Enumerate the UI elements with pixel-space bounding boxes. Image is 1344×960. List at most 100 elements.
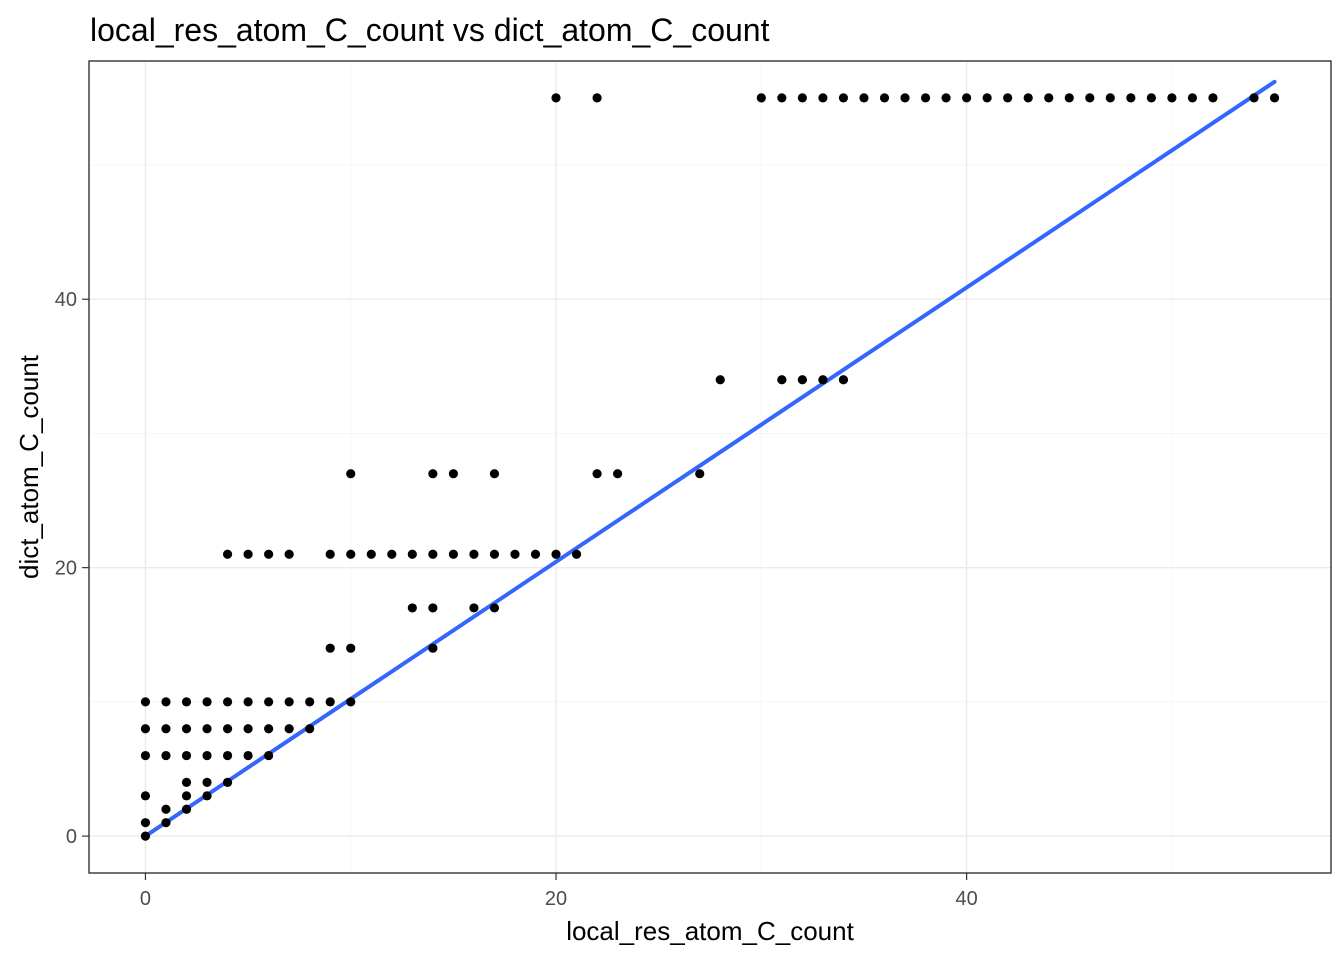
data-point	[264, 549, 274, 559]
data-point	[181, 697, 192, 707]
data-point	[469, 549, 479, 559]
data-point	[407, 549, 417, 559]
data-point	[879, 93, 890, 103]
data-point	[448, 469, 458, 479]
chart-title: local_res_atom_C_count vs dict_atom_C_co…	[90, 12, 770, 48]
data-point	[777, 375, 787, 385]
data-point	[161, 697, 171, 707]
y-tick-label: 0	[66, 826, 77, 848]
data-point	[264, 750, 274, 761]
data-point	[140, 818, 151, 828]
data-point	[202, 697, 212, 707]
data-point	[510, 549, 520, 559]
data-point	[140, 697, 151, 707]
data-point	[1064, 93, 1074, 103]
data-point	[756, 93, 766, 103]
data-point	[161, 724, 171, 734]
data-point	[448, 549, 458, 559]
data-point	[777, 93, 787, 103]
data-point	[1085, 93, 1095, 103]
data-point	[1003, 93, 1013, 103]
data-point	[530, 549, 541, 559]
data-point	[346, 697, 356, 707]
data-point	[222, 750, 233, 761]
data-point	[900, 93, 910, 103]
data-point	[1044, 93, 1054, 103]
scatter-points	[140, 93, 1280, 841]
data-point	[592, 93, 602, 103]
data-point	[1105, 93, 1115, 103]
data-point	[243, 750, 253, 761]
data-point	[161, 750, 171, 761]
data-point	[1269, 93, 1280, 103]
data-point	[202, 791, 212, 801]
data-point	[428, 549, 438, 559]
data-point	[243, 549, 253, 559]
data-point	[797, 375, 807, 385]
data-point	[181, 777, 192, 788]
data-point	[264, 724, 274, 734]
data-point	[346, 643, 356, 653]
y-tick-label: 20	[55, 558, 77, 580]
regression-line	[143, 79, 1277, 839]
data-point	[407, 603, 417, 613]
data-point	[202, 777, 212, 788]
plot-panel-border	[88, 60, 1332, 874]
data-point	[838, 93, 849, 103]
x-tick-label: 20	[545, 888, 567, 910]
data-point	[325, 549, 335, 559]
data-point	[181, 791, 192, 801]
data-point	[818, 375, 828, 385]
data-point	[140, 831, 151, 841]
data-point	[161, 804, 171, 814]
data-point	[1023, 93, 1033, 103]
data-point	[222, 724, 233, 734]
data-point	[284, 724, 294, 734]
data-point	[489, 469, 500, 479]
data-point	[797, 93, 807, 103]
data-point	[325, 643, 335, 653]
data-point	[571, 549, 582, 559]
x-tick-label: 0	[140, 888, 151, 910]
data-point	[140, 724, 151, 734]
data-point	[181, 724, 192, 734]
data-point	[325, 697, 335, 707]
data-point	[428, 603, 438, 613]
data-point	[1126, 93, 1136, 103]
data-point	[161, 818, 171, 828]
data-point	[222, 777, 233, 788]
data-point	[489, 549, 500, 559]
data-point	[181, 804, 192, 814]
data-point	[140, 750, 151, 761]
data-point	[941, 93, 951, 103]
data-point	[469, 603, 479, 613]
data-point	[838, 375, 849, 385]
data-point	[284, 549, 294, 559]
data-point	[428, 469, 438, 479]
data-point	[859, 93, 869, 103]
data-point	[1187, 93, 1198, 103]
data-point	[551, 549, 561, 559]
gridlines	[89, 61, 1331, 873]
data-point	[1167, 93, 1177, 103]
data-point	[1208, 93, 1218, 103]
data-point	[715, 375, 725, 385]
data-point	[181, 750, 192, 761]
data-point	[428, 643, 438, 653]
data-point	[982, 93, 992, 103]
data-point	[140, 791, 151, 801]
data-point	[592, 469, 602, 479]
data-point	[346, 549, 356, 559]
data-point	[366, 549, 376, 559]
data-point	[243, 724, 253, 734]
data-point	[202, 750, 212, 761]
data-point	[387, 549, 397, 559]
data-point	[305, 724, 315, 734]
data-point	[695, 469, 705, 479]
data-point	[1249, 93, 1259, 103]
axis-ticks: 0 20 40 0 20 40	[55, 289, 978, 910]
x-axis-title: local_res_atom_C_count	[566, 916, 854, 946]
data-point	[222, 549, 233, 559]
data-point	[264, 697, 274, 707]
